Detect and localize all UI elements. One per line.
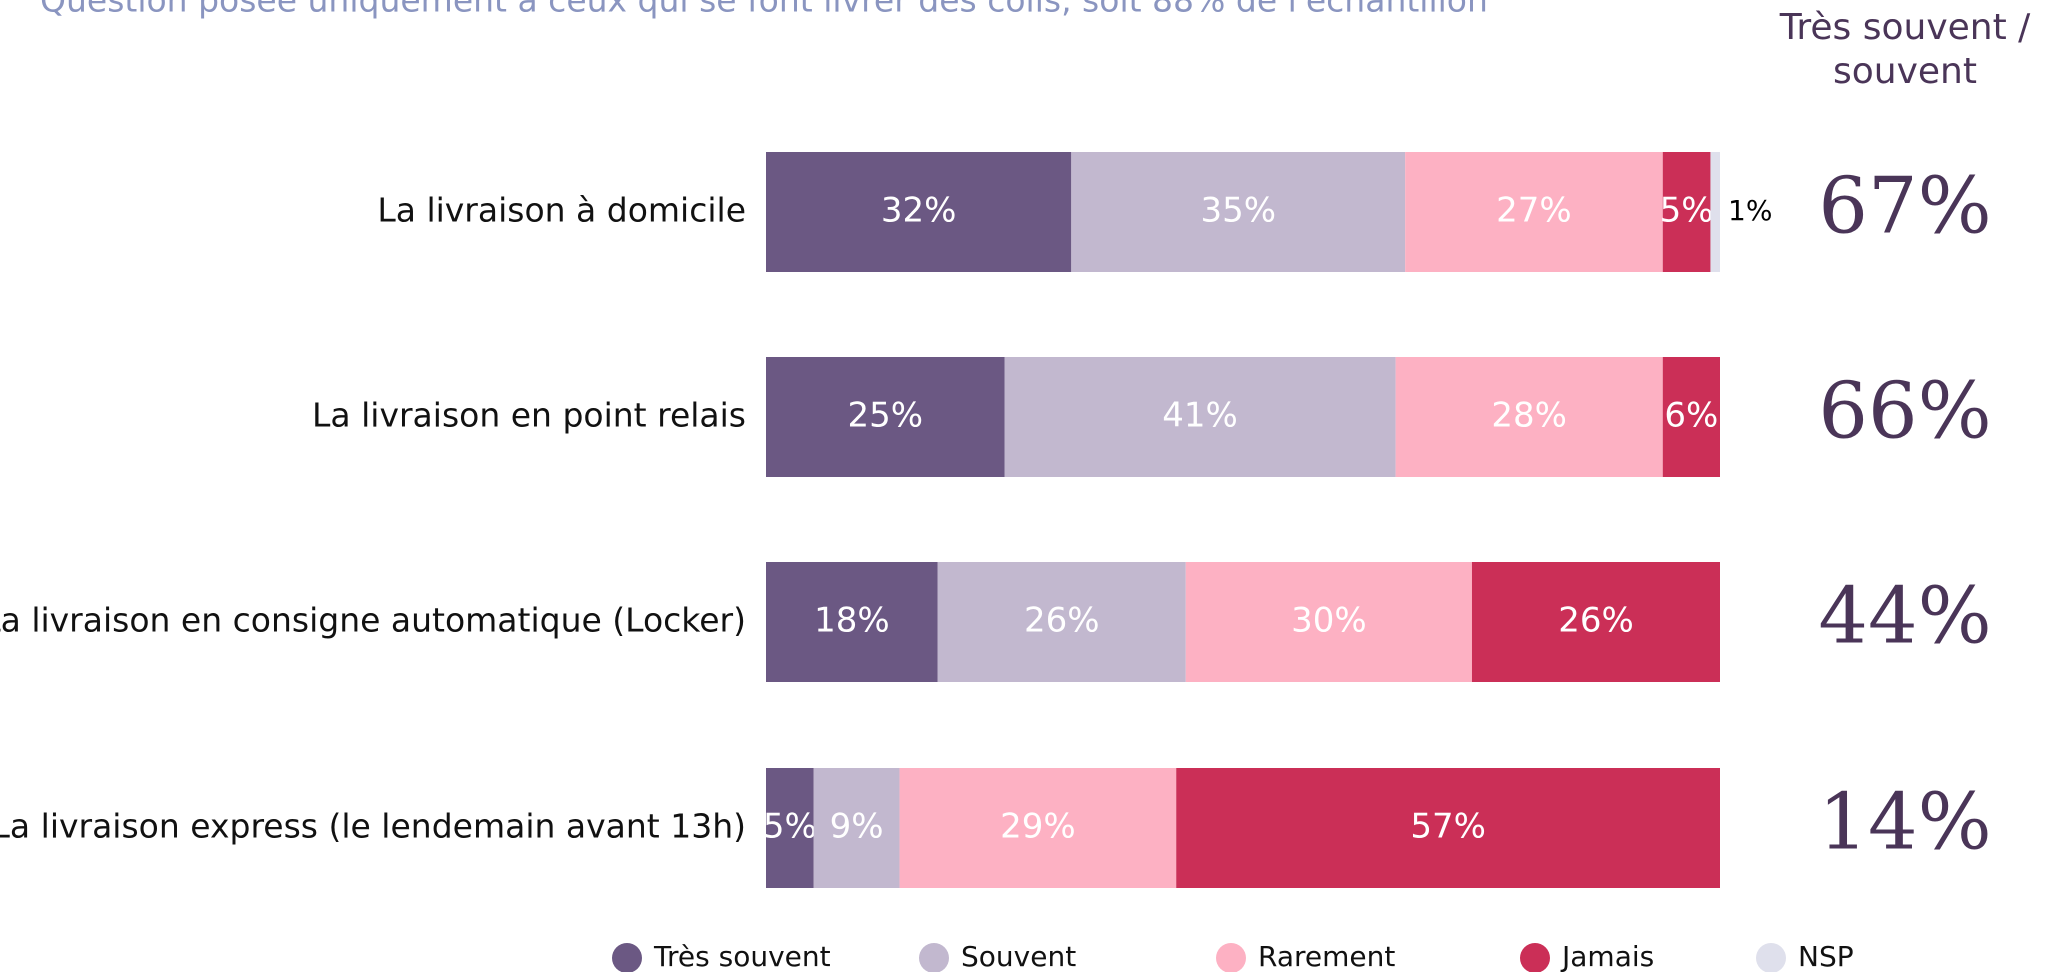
data-label: 1% <box>1728 194 1772 227</box>
category-label: La livraison en consigne automatique (Lo… <box>0 601 746 640</box>
bar-segment <box>1185 562 1472 682</box>
bar-segment <box>1662 357 1720 477</box>
data-label: 26% <box>1558 601 1634 641</box>
legend-swatch <box>1216 943 1246 972</box>
total-value: 66% <box>1818 367 1991 457</box>
legend-swatch <box>612 943 642 972</box>
legend-swatch <box>1756 943 1786 972</box>
data-label: 32% <box>881 191 957 231</box>
bar-segment <box>813 768 900 888</box>
data-label: 35% <box>1200 191 1276 231</box>
category-label: La livraison en point relais <box>312 396 746 435</box>
data-label: 9% <box>830 807 884 847</box>
data-label: 41% <box>1162 396 1238 436</box>
bar-segment <box>1471 562 1720 682</box>
legend-swatch <box>919 943 949 972</box>
legend-label: Souvent <box>961 940 1076 972</box>
data-label: 57% <box>1410 807 1486 847</box>
bar-segment <box>766 357 1005 477</box>
bar-segment <box>1004 357 1396 477</box>
data-label: 5% <box>763 807 817 847</box>
data-label: 28% <box>1491 396 1567 436</box>
legend-swatch <box>1520 943 1550 972</box>
total-value: 44% <box>1818 572 1991 662</box>
category-label: La livraison express (le lendemain avant… <box>0 807 746 846</box>
data-label: 27% <box>1496 191 1572 231</box>
data-label: 30% <box>1291 601 1367 641</box>
bar-segment <box>766 152 1072 272</box>
bar-segment <box>1071 152 1406 272</box>
data-label: 5% <box>1660 191 1714 231</box>
bar-segment <box>1405 152 1663 272</box>
subtitle: Question posée uniquement à ceux qui se … <box>40 0 1488 20</box>
data-label: 29% <box>1000 807 1076 847</box>
totals-header: Très souvent / souvent <box>1779 7 2031 92</box>
data-label: 26% <box>1024 601 1100 641</box>
total-value: 67% <box>1818 162 1991 252</box>
bar-segment <box>899 768 1177 888</box>
legend-label: Jamais <box>1560 940 1654 972</box>
data-label: 6% <box>1664 396 1718 436</box>
bar-segment <box>766 768 814 888</box>
data-label: 18% <box>814 601 890 641</box>
total-value: 14% <box>1818 778 1991 868</box>
bar-segment <box>937 562 1186 682</box>
category-label: La livraison à domicile <box>377 191 746 230</box>
bar-segment <box>1662 152 1711 272</box>
data-label: 25% <box>847 396 923 436</box>
bar-segment <box>1176 768 1720 888</box>
bar-segment <box>1395 357 1663 477</box>
bar-segment <box>766 562 938 682</box>
legend-label: Très souvent <box>653 940 831 972</box>
legend-label: Rarement <box>1258 940 1395 972</box>
bar-segment <box>1710 152 1720 272</box>
legend-label: NSP <box>1798 940 1854 972</box>
